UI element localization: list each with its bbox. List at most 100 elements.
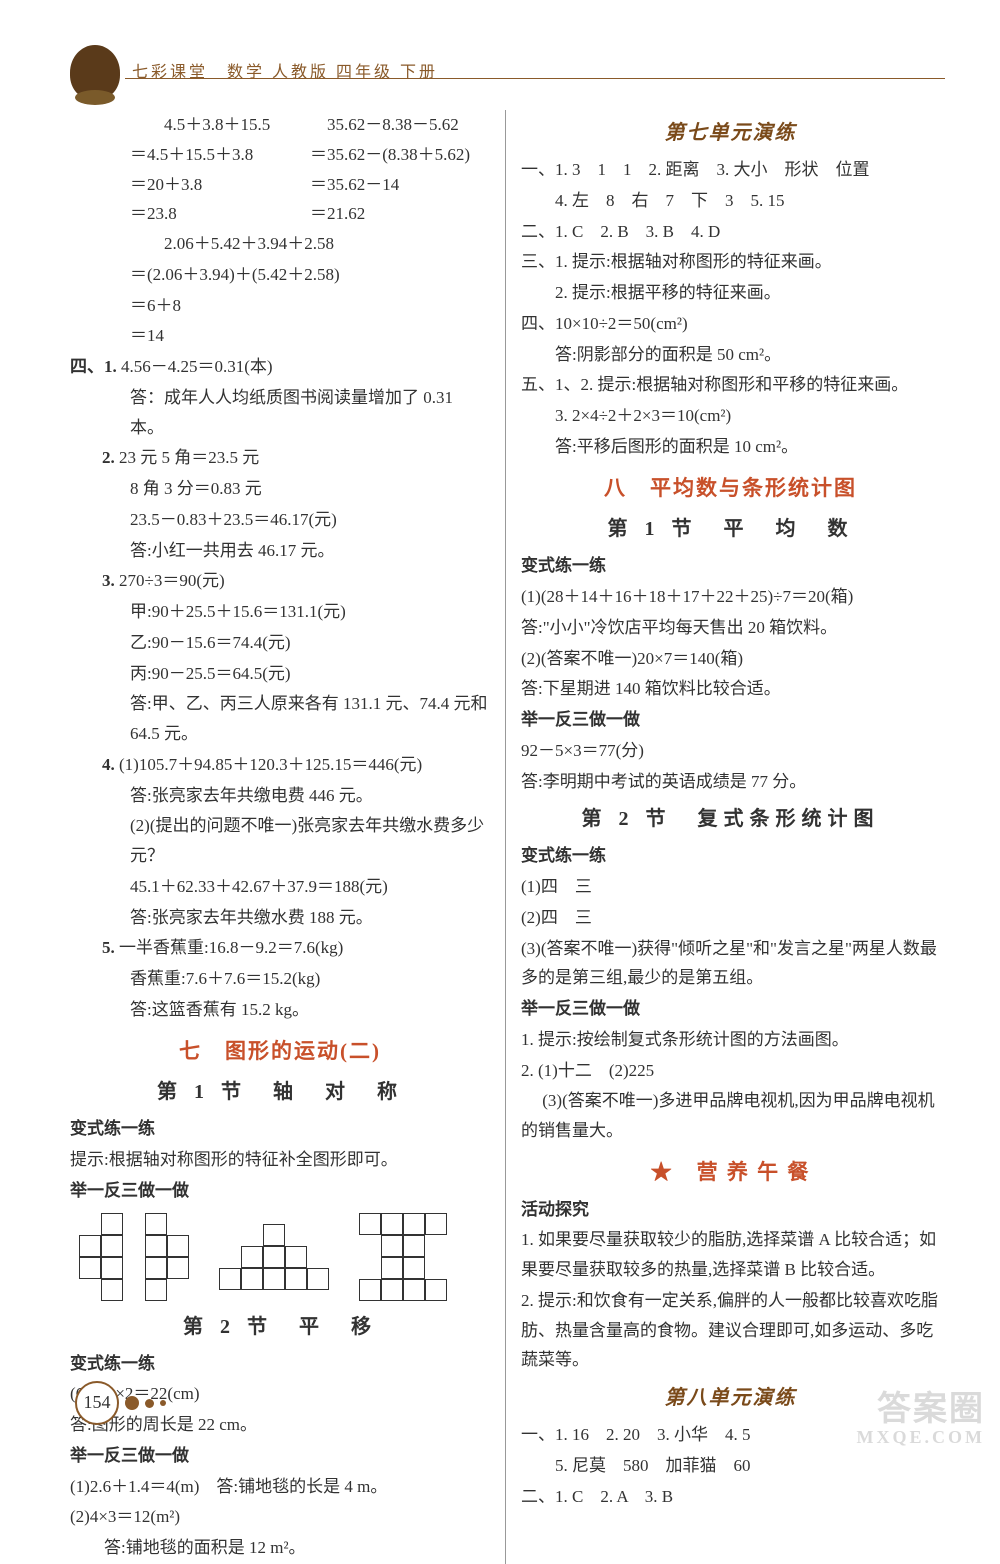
q4-item: 4. (1)105.7＋94.85＋120.3＋125.15＝446(元) — [70, 750, 490, 780]
dot-icon — [145, 1399, 154, 1408]
item-num: 4. — [102, 755, 115, 774]
body-text: 答:李明期中考试的英语成绩是 77 分。 — [521, 767, 940, 797]
subsection-label: 变式练一练 — [521, 841, 940, 871]
body-text: (1)(28＋14＋16＋18＋17＋22＋25)÷7＝20(箱) — [521, 582, 940, 612]
page-number: 154 — [75, 1381, 166, 1425]
item-text: 答:张亮家去年共缴水费 188 元。 — [70, 903, 490, 933]
unit-heading: 八 平均数与条形统计图 — [521, 470, 940, 507]
body-text: 答:阴影部分的面积是 50 cm²。 — [521, 340, 940, 370]
item-text: 香蕉重:7.6＋7.6＝15.2(kg) — [70, 964, 490, 994]
dot-icon — [160, 1400, 166, 1406]
item-num: 1. — [104, 357, 117, 376]
section-heading: 第 1 节 平 均 数 — [521, 512, 940, 547]
grid-shape-1 — [80, 1214, 190, 1302]
calc-line: ＝14 — [70, 321, 490, 351]
body-text: 答:下星期进 140 箱饮料比较合适。 — [521, 674, 940, 704]
grid-shape-3 — [360, 1214, 448, 1302]
item-text: 乙:90－15.6＝74.4(元) — [70, 628, 490, 658]
right-column: 第七单元演练 一、1. 3 1 1 2. 距离 3. 大小 形状 位置 4. 左… — [505, 110, 940, 1564]
calc-cell: 4.5＋3.8＋15.5 — [130, 110, 310, 140]
item-text: 23.5－0.83＋23.5＝46.17(元) — [70, 505, 490, 535]
item-text: 8 角 3 分＝0.83 元 — [70, 474, 490, 504]
section-label: 四、 — [70, 357, 104, 376]
subsection-label: 变式练一练 — [521, 551, 940, 581]
calc-cell: ＝21.62 — [310, 199, 490, 229]
q4-item: 2. 23 元 5 角＝23.5 元 — [70, 443, 490, 473]
subsection-label: 举一反三做一做 — [521, 994, 940, 1024]
calc-cell: ＝23.8 — [130, 199, 310, 229]
body-text: (3)(答案不唯一)多进甲品牌电视机,因为甲品牌电视机的销售量大。 — [521, 1086, 940, 1146]
item-text: 270÷3＝90(元) — [119, 571, 225, 590]
item-text: 丙:90－25.5＝64.5(元) — [70, 659, 490, 689]
grid-shapes — [80, 1214, 490, 1302]
calc-row: ＝20＋3.8 ＝35.62－14 — [70, 170, 490, 200]
item-text: 答:张亮家去年共缴电费 446 元。 — [70, 781, 490, 811]
body-text: 1. 提示:按绘制复式条形统计图的方法画图。 — [521, 1025, 940, 1055]
item-num: 5. — [102, 938, 115, 957]
subsection-label: 变式练一练 — [70, 1349, 490, 1379]
item-num: 2. — [102, 448, 115, 467]
item-text: 4.56－4.25＝0.31(本) — [121, 357, 273, 376]
item-text: 甲:90＋25.5＋15.6＝131.1(元) — [70, 597, 490, 627]
item-text: 一半香蕉重:16.8－9.2＝7.6(kg) — [119, 938, 343, 957]
body-text: 3. 2×4÷2＋2×3＝10(cm²) — [521, 401, 940, 431]
body-text: (3)(答案不唯一)获得"倾听之星"和"发言之星"两星人数最多的是第三组,最少的… — [521, 934, 940, 994]
body-text: 2. 提示:和饮食有一定关系,偏胖的人一般都比较喜欢吃脂肪、热量含量高的食物。建… — [521, 1286, 940, 1375]
body-text: 提示:根据轴对称图形的特征补全图形即可。 — [70, 1145, 490, 1175]
item-text: 23 元 5 角＝23.5 元 — [119, 448, 259, 467]
header-title: 七彩课堂 数学 人教版 四年级 下册 — [132, 59, 438, 87]
subsection-label: 举一反三做一做 — [521, 705, 940, 735]
calc-line: 2.06＋5.42＋3.94＋2.58 — [70, 229, 490, 259]
calc-row: ＝4.5＋15.5＋3.8 ＝35.62－(8.38＋5.62) — [70, 140, 490, 170]
calc-cell: ＝4.5＋15.5＋3.8 — [130, 140, 310, 170]
q4-item: 四、1. 4.56－4.25＝0.31(本) — [70, 352, 490, 382]
watermark-sub: MXQE.COM — [857, 1428, 985, 1448]
body-text: 三、1. 提示:根据轴对称图形的特征来画。 — [521, 247, 940, 277]
item-num: 3. — [102, 571, 115, 590]
body-text: (2)4×3＝12(m²) — [70, 1502, 490, 1532]
body-text: 答:铺地毯的面积是 12 m²。 — [70, 1533, 490, 1563]
dot-icon — [125, 1396, 139, 1410]
body-text: (2)(答案不唯一)20×7＝140(箱) — [521, 644, 940, 674]
logo-icon — [70, 45, 120, 100]
watermark-main: 答案圈 — [857, 1391, 985, 1428]
item-text: 答:这篮香蕉有 15.2 kg。 — [70, 995, 490, 1025]
calc-row: 4.5＋3.8＋15.5 35.62－8.38－5.62 — [70, 110, 490, 140]
q4-item: 5. 一半香蕉重:16.8－9.2＝7.6(kg) — [70, 933, 490, 963]
subsection-label: 举一反三做一做 — [70, 1176, 490, 1206]
item-text: 答：成年人人均纸质图书阅读量增加了 0.31 本。 — [70, 383, 490, 443]
practice-heading: 第七单元演练 — [521, 116, 940, 151]
item-text: 答:甲、乙、丙三人原来各有 131.1 元、74.4 元和64.5 元。 — [70, 689, 490, 749]
calc-cell: ＝20＋3.8 — [130, 170, 310, 200]
calc-cell: ＝35.62－(8.38＋5.62) — [310, 140, 490, 170]
body-text: 92－5×3＝77(分) — [521, 736, 940, 766]
grid-shape-2 — [220, 1225, 330, 1291]
watermark: 答案圈 MXQE.COM — [857, 1391, 985, 1448]
body-text: 二、1. C 2. A 3. B — [521, 1482, 940, 1512]
section-heading: 第 2 节 平 移 — [70, 1310, 490, 1345]
section-heading: 第 1 节 轴 对 称 — [70, 1075, 490, 1110]
item-text: 答:小红一共用去 46.17 元。 — [70, 536, 490, 566]
main-content: 4.5＋3.8＋15.5 35.62－8.38－5.62 ＝4.5＋15.5＋3… — [70, 110, 950, 1564]
calc-cell: 35.62－8.38－5.62 — [310, 110, 490, 140]
body-text: 二、1. C 2. B 3. B 4. D — [521, 217, 940, 247]
body-text: (2)四 三 — [521, 903, 940, 933]
body-text: 四、10×10÷2＝50(cm²) — [521, 309, 940, 339]
item-text: (2)(提出的问题不唯一)张亮家去年共缴水费多少元？ — [70, 811, 490, 871]
body-text: 4. 左 8 右 7 下 3 5. 15 — [521, 186, 940, 216]
item-text: (1)105.7＋94.85＋120.3＋125.15＝446(元) — [119, 755, 422, 774]
body-text: 一、1. 3 1 1 2. 距离 3. 大小 形状 位置 — [521, 155, 940, 185]
body-text: 答:平移后图形的面积是 10 cm²。 — [521, 432, 940, 462]
header-divider — [125, 78, 945, 79]
body-text: (1)四 三 — [521, 872, 940, 902]
body-text: (1)2.6＋1.4＝4(m) 答:铺地毯的长是 4 m。 — [70, 1472, 490, 1502]
subsection-label: 变式练一练 — [70, 1114, 490, 1144]
body-text: 2. 提示:根据平移的特征来画。 — [521, 278, 940, 308]
calc-line: ＝6＋8 — [70, 291, 490, 321]
calc-line: ＝(2.06＋3.94)＋(5.42＋2.58) — [70, 260, 490, 290]
subsection-label: 活动探究 — [521, 1195, 940, 1225]
body-text: 五、1、2. 提示:根据轴对称图形和平移的特征来画。 — [521, 370, 940, 400]
body-text: 2. (1)十二 (2)225 — [521, 1056, 940, 1086]
body-text: 答:"小小"冷饮店平均每天售出 20 箱饮料。 — [521, 613, 940, 643]
page-header: 七彩课堂 数学 人教版 四年级 下册 — [70, 45, 438, 100]
